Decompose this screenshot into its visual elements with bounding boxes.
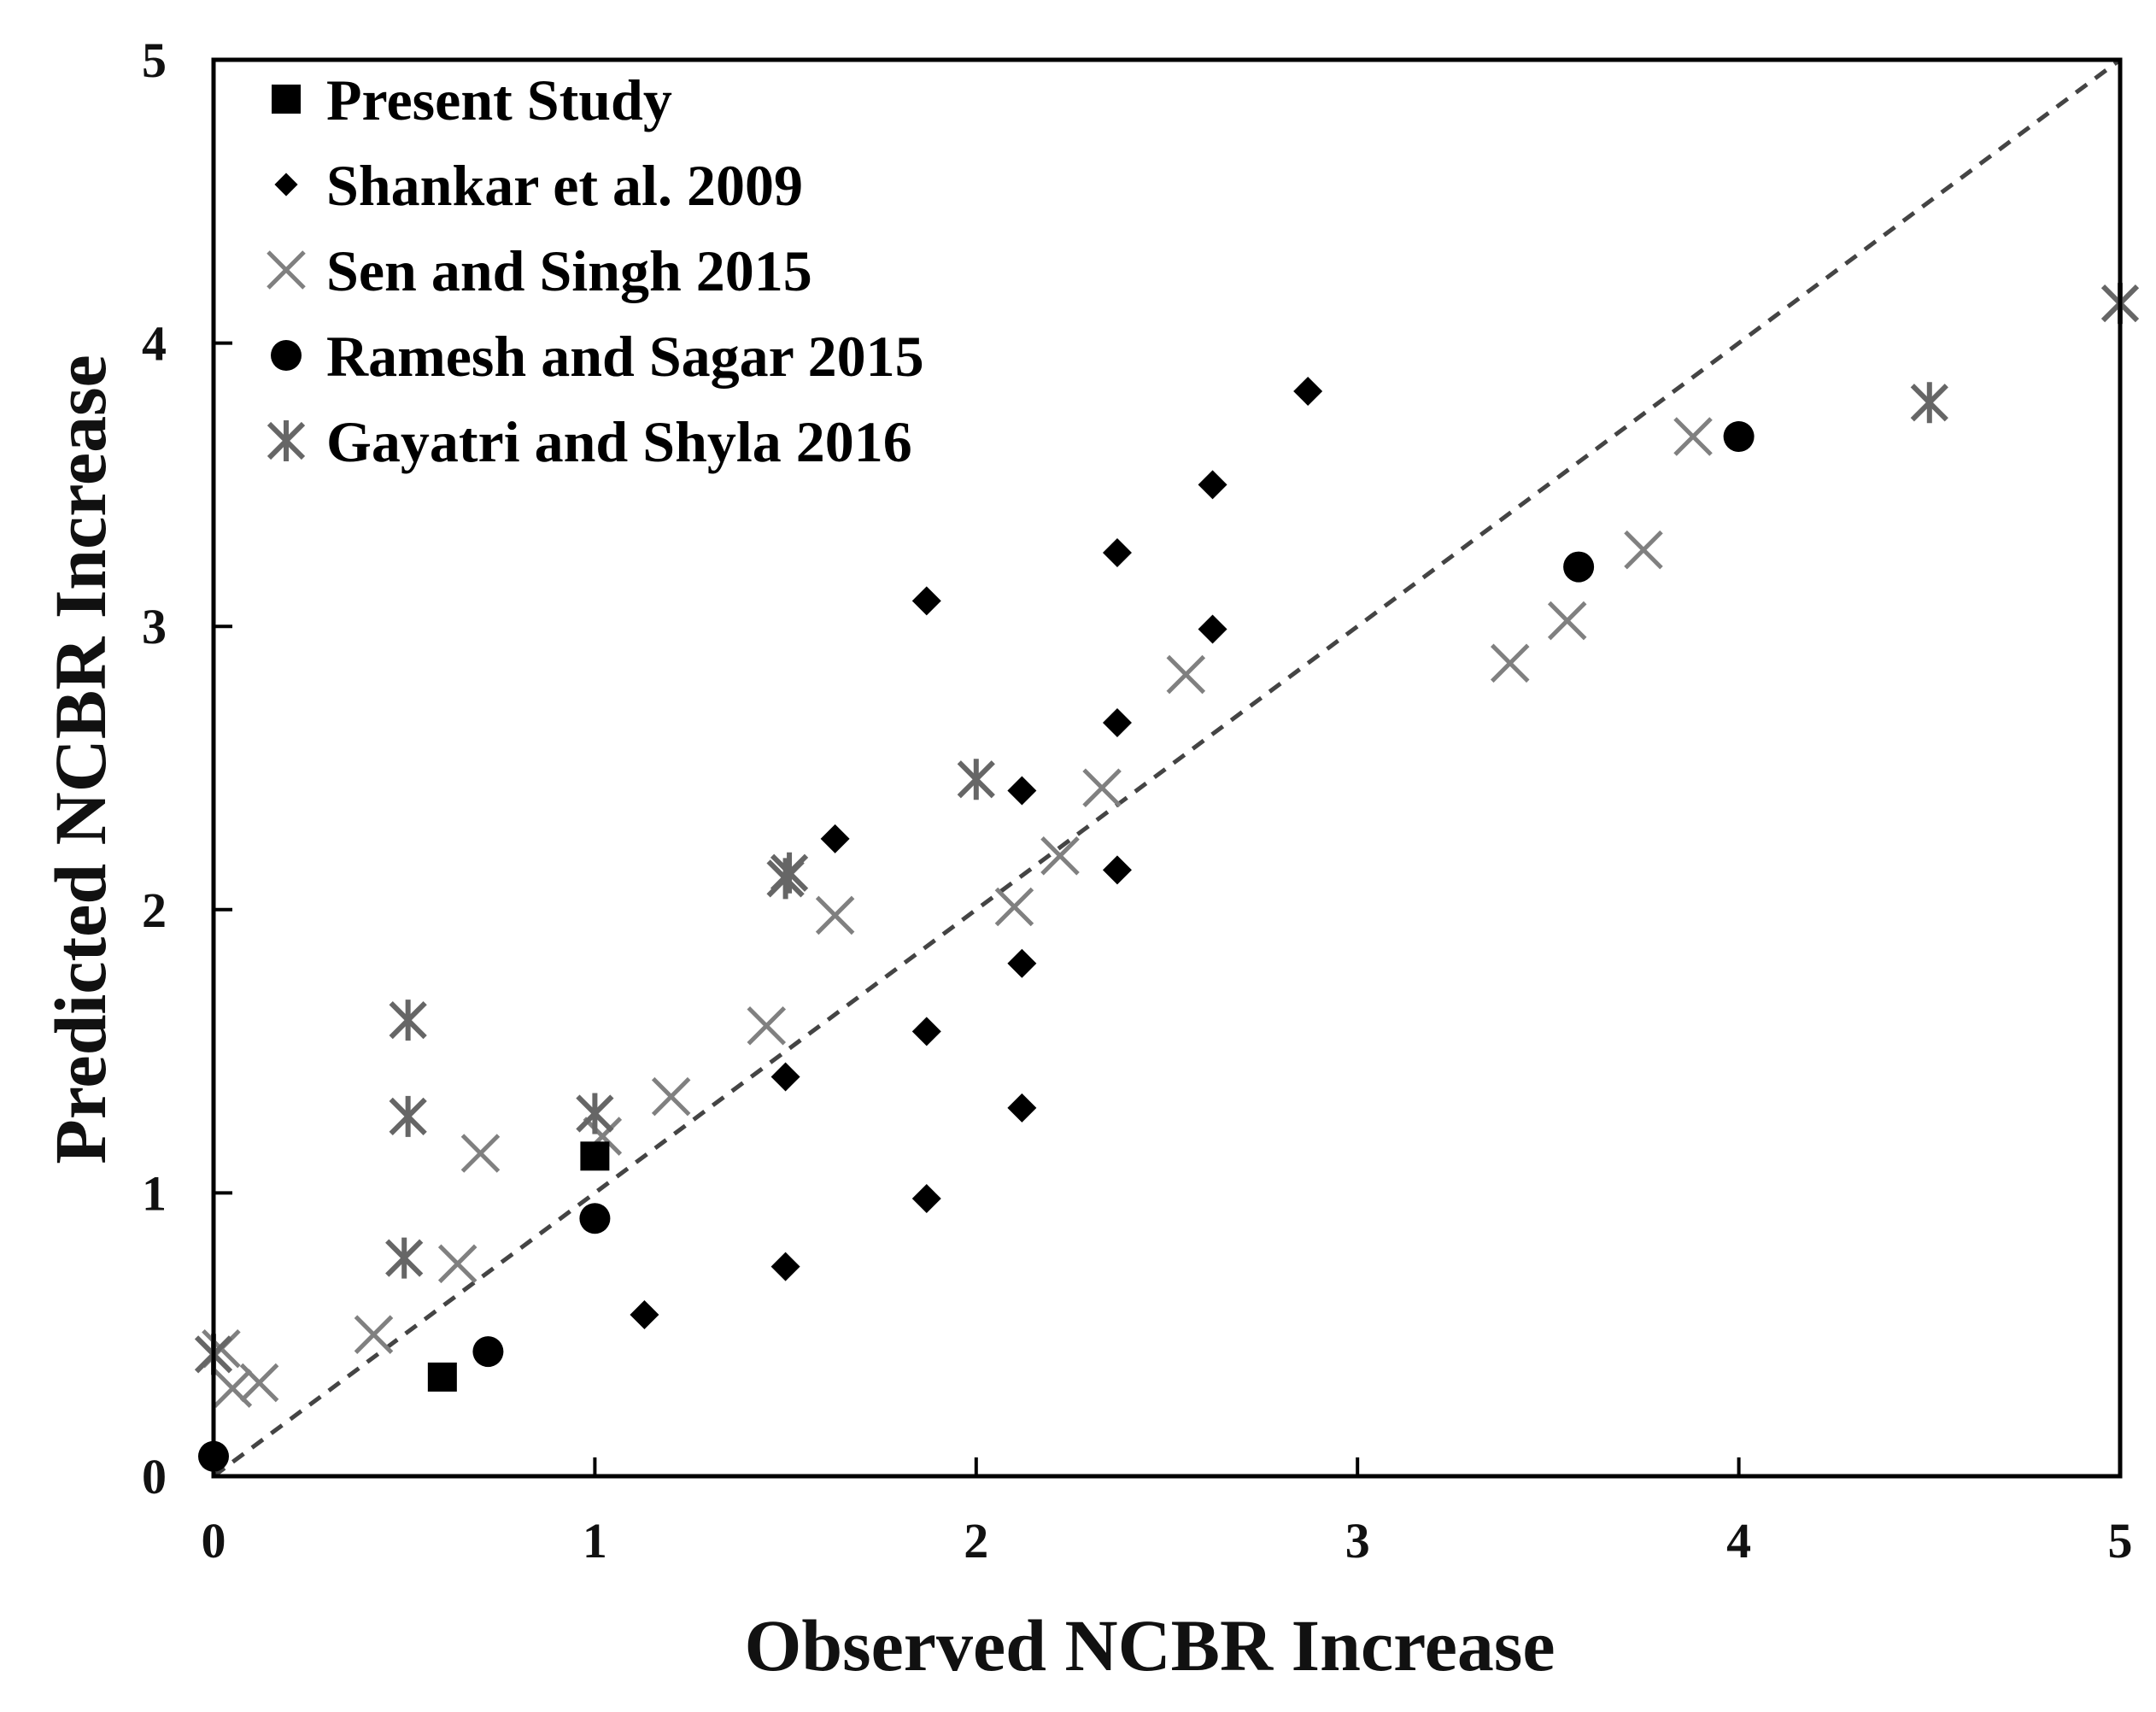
point-shankar-et-al-2009: [770, 1252, 800, 1281]
point-ramesh-and-sagar-2015: [1563, 551, 1595, 583]
point-shankar-et-al-2009: [820, 824, 850, 853]
legend-marker-present-study: [272, 85, 301, 114]
point-gayatri-and-shyla-2016: [957, 759, 995, 800]
point-ramesh-and-sagar-2015: [579, 1203, 611, 1234]
point-sen-and-singh-2015: [1082, 768, 1122, 807]
tick-labels: 0 1 2 3 4 5 0 1 2 3 4 5: [142, 32, 2133, 1568]
point-sen-and-singh-2015: [1166, 654, 1206, 695]
point-shankar-et-al-2009: [1102, 707, 1132, 737]
legend-item-ramesh-and-sagar-2015: Ramesh and Sagar 2015: [271, 324, 924, 389]
legend-label-ramesh-and-sagar-2015: Ramesh and Sagar 2015: [326, 324, 924, 389]
point-sen-and-singh-2015: [1547, 601, 1587, 641]
legend-label-shankar-et-al-2009: Shankar et al. 2009: [326, 153, 803, 218]
legend-item-sen-and-singh-2015: Sen and Singh 2015: [267, 238, 812, 303]
x-tick-label: 5: [2108, 1513, 2133, 1568]
point-present-study: [427, 1362, 457, 1392]
plot-frame: [211, 57, 2123, 1479]
point-gayatri-and-shyla-2016: [389, 1000, 427, 1041]
plot-area: [194, 57, 2140, 1479]
point-sen-and-singh-2015: [994, 887, 1034, 927]
point-sen-and-singh-2015: [239, 1363, 279, 1403]
legend-marker-gayatri-and-shyla-2016: [267, 420, 306, 461]
point-ramesh-and-sagar-2015: [472, 1336, 504, 1368]
legend-marker-ramesh-and-sagar-2015: [271, 340, 302, 371]
y-tick-label: 2: [142, 882, 167, 938]
point-shankar-et-al-2009: [911, 1017, 941, 1047]
y-tick-label: 3: [142, 599, 167, 654]
reference-line: [212, 57, 2122, 1479]
ticks-layer: [212, 58, 2122, 1478]
legend-label-present-study: Present Study: [326, 67, 672, 132]
point-shankar-et-al-2009: [1198, 470, 1227, 500]
y-tick-label: 0: [142, 1449, 167, 1504]
y-tick-label: 4: [142, 316, 167, 372]
legend: Present Study Shankar et al. 2009 Sen and …: [267, 67, 924, 474]
point-shankar-et-al-2009: [630, 1299, 659, 1329]
legend-marker-shankar-et-al-2009: [274, 173, 298, 196]
x-tick-label: 1: [583, 1513, 607, 1568]
point-sen-and-singh-2015: [1040, 836, 1080, 876]
x-tick-label: 3: [1345, 1513, 1370, 1568]
x-tick-label: 2: [964, 1513, 988, 1568]
point-present-study: [580, 1141, 610, 1171]
legend-marker-sen-and-singh-2015: [267, 250, 306, 290]
point-gayatri-and-shyla-2016: [1910, 382, 1948, 424]
legend-item-shankar-et-al-2009: Shankar et al. 2009: [274, 153, 803, 218]
x-tick-label: 4: [1726, 1513, 1751, 1568]
x-axis-title: Observed NCBR Increase: [744, 1604, 1555, 1686]
legend-item-gayatri-and-shyla-2016: Gayatri and Shyla 2016: [267, 409, 912, 474]
reference-line-layer: [212, 57, 2122, 1479]
point-sen-and-singh-2015: [815, 895, 855, 935]
x-tick-label: 0: [202, 1513, 226, 1568]
point-shankar-et-al-2009: [1007, 948, 1037, 978]
point-sen-and-singh-2015: [437, 1244, 477, 1284]
legend-label-sen-and-singh-2015: Sen and Singh 2015: [326, 238, 812, 303]
point-sen-and-singh-2015: [1490, 643, 1530, 683]
point-gayatri-and-shyla-2016: [385, 1237, 424, 1279]
point-sen-and-singh-2015: [747, 1006, 787, 1046]
point-gayatri-and-shyla-2016: [576, 1093, 614, 1134]
point-shankar-et-al-2009: [1007, 776, 1037, 806]
legend-item-present-study: Present Study: [272, 67, 672, 132]
point-shankar-et-al-2009: [1198, 614, 1227, 644]
point-shankar-et-al-2009: [1102, 855, 1132, 885]
point-shankar-et-al-2009: [770, 1062, 800, 1092]
y-tick-label: 5: [142, 32, 167, 88]
point-sen-and-singh-2015: [651, 1076, 691, 1117]
point-gayatri-and-shyla-2016: [770, 852, 809, 894]
point-sen-and-singh-2015: [1673, 417, 1713, 456]
point-sen-and-singh-2015: [460, 1134, 501, 1173]
point-shankar-et-al-2009: [1293, 376, 1323, 406]
point-sen-and-singh-2015: [354, 1315, 394, 1354]
point-gayatri-and-shyla-2016: [389, 1095, 427, 1137]
point-sen-and-singh-2015: [1624, 530, 1663, 570]
y-tick-label: 1: [142, 1165, 167, 1221]
y-axis-title: Predicted NCBR Increase: [39, 355, 121, 1164]
point-shankar-et-al-2009: [1102, 537, 1132, 567]
point-ramesh-and-sagar-2015: [1723, 421, 1755, 453]
point-shankar-et-al-2009: [911, 1184, 941, 1214]
point-shankar-et-al-2009: [1007, 1093, 1037, 1123]
point-shankar-et-al-2009: [911, 586, 941, 616]
legend-label-gayatri-and-shyla-2016: Gayatri and Shyla 2016: [326, 409, 912, 474]
